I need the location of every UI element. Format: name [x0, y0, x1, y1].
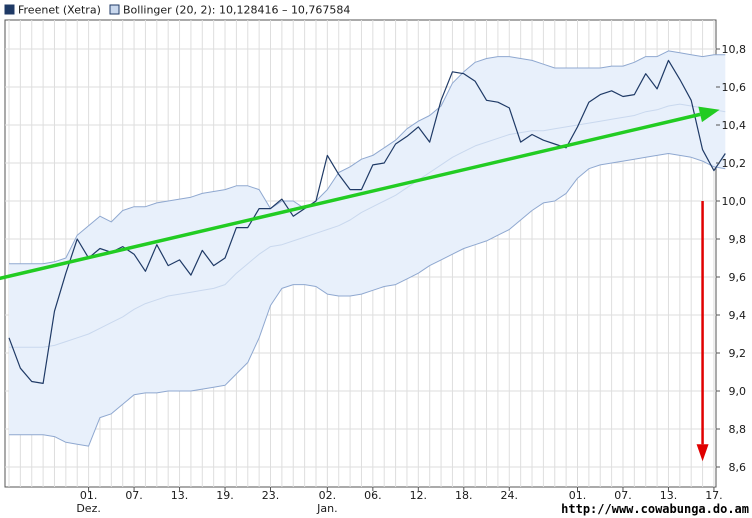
x-tick-label: 23. [262, 489, 280, 502]
y-tick-label: 10,8 [722, 43, 747, 56]
x-tick-label: 12. [410, 489, 428, 502]
x-tick-label: 19. [216, 489, 234, 502]
y-tick-label: 8,6 [729, 461, 747, 474]
y-tick-label: 10,2 [722, 157, 747, 170]
x-tick-label: 24. [501, 489, 519, 502]
x-axis: 01.Dez.07. 13. 19. 23. 02.Jan.06. 12. 18. 24. 01… [76, 487, 723, 515]
y-tick-label: 10,4 [722, 119, 747, 132]
y-tick-label: 8,8 [729, 423, 747, 436]
x-tick-label: 13. [171, 489, 189, 502]
x-tick-label: 18. [455, 489, 473, 502]
x-tick-label: 06. [364, 489, 382, 502]
series-bollinger-upper-line [9, 50, 726, 265]
series-bollinger-middle-line [9, 103, 726, 348]
y-tick-label: 9,4 [729, 309, 747, 322]
y-tick-label: 10,0 [722, 195, 747, 208]
legend-label: Bollinger (20, 2): 10,128416 – 10,767584 [123, 4, 350, 17]
legend-swatch [4, 4, 15, 15]
trend-arrow-head [698, 106, 720, 123]
x-tick-label: 02. [319, 489, 337, 502]
y-tick-label: 9,6 [729, 271, 747, 284]
x-month-label: Jan. [316, 502, 337, 515]
x-tick-label: 07. [125, 489, 143, 502]
series-bollinger-lower-line [9, 153, 726, 447]
y-tick-label: 10,6 [722, 81, 747, 94]
trend-arrow-line [0, 112, 701, 281]
x-tick-label: 17. [705, 489, 723, 502]
legend: Freenet (Xetra) Bollinger (20, 2): 10,128… [4, 4, 350, 17]
legend-swatch [109, 4, 120, 15]
y-tick-label: 9,0 [729, 385, 747, 398]
series-lines [8, 50, 726, 447]
x-tick-label: 07. [614, 489, 632, 502]
y-axis: 8,6 8,8 9,0 9,2 9,4 9,6 9,8 10,0 10,2 10,4 10,6 10,… [716, 43, 746, 474]
watermark: http://www.cowabunga.do.am [561, 502, 749, 516]
y-tick-label: 9,2 [729, 347, 747, 360]
y-tick-label: 9,8 [729, 233, 747, 246]
series-freenet-line [8, 59, 726, 384]
x-tick-label: 13. [660, 489, 678, 502]
x-tick-label: 01. [80, 489, 98, 502]
x-tick-label: 01. [569, 489, 587, 502]
annotations [0, 106, 720, 462]
down-arrow-head [696, 444, 709, 462]
x-month-label: Dez. [76, 502, 101, 515]
legend-label: Freenet (Xetra) [18, 4, 101, 17]
